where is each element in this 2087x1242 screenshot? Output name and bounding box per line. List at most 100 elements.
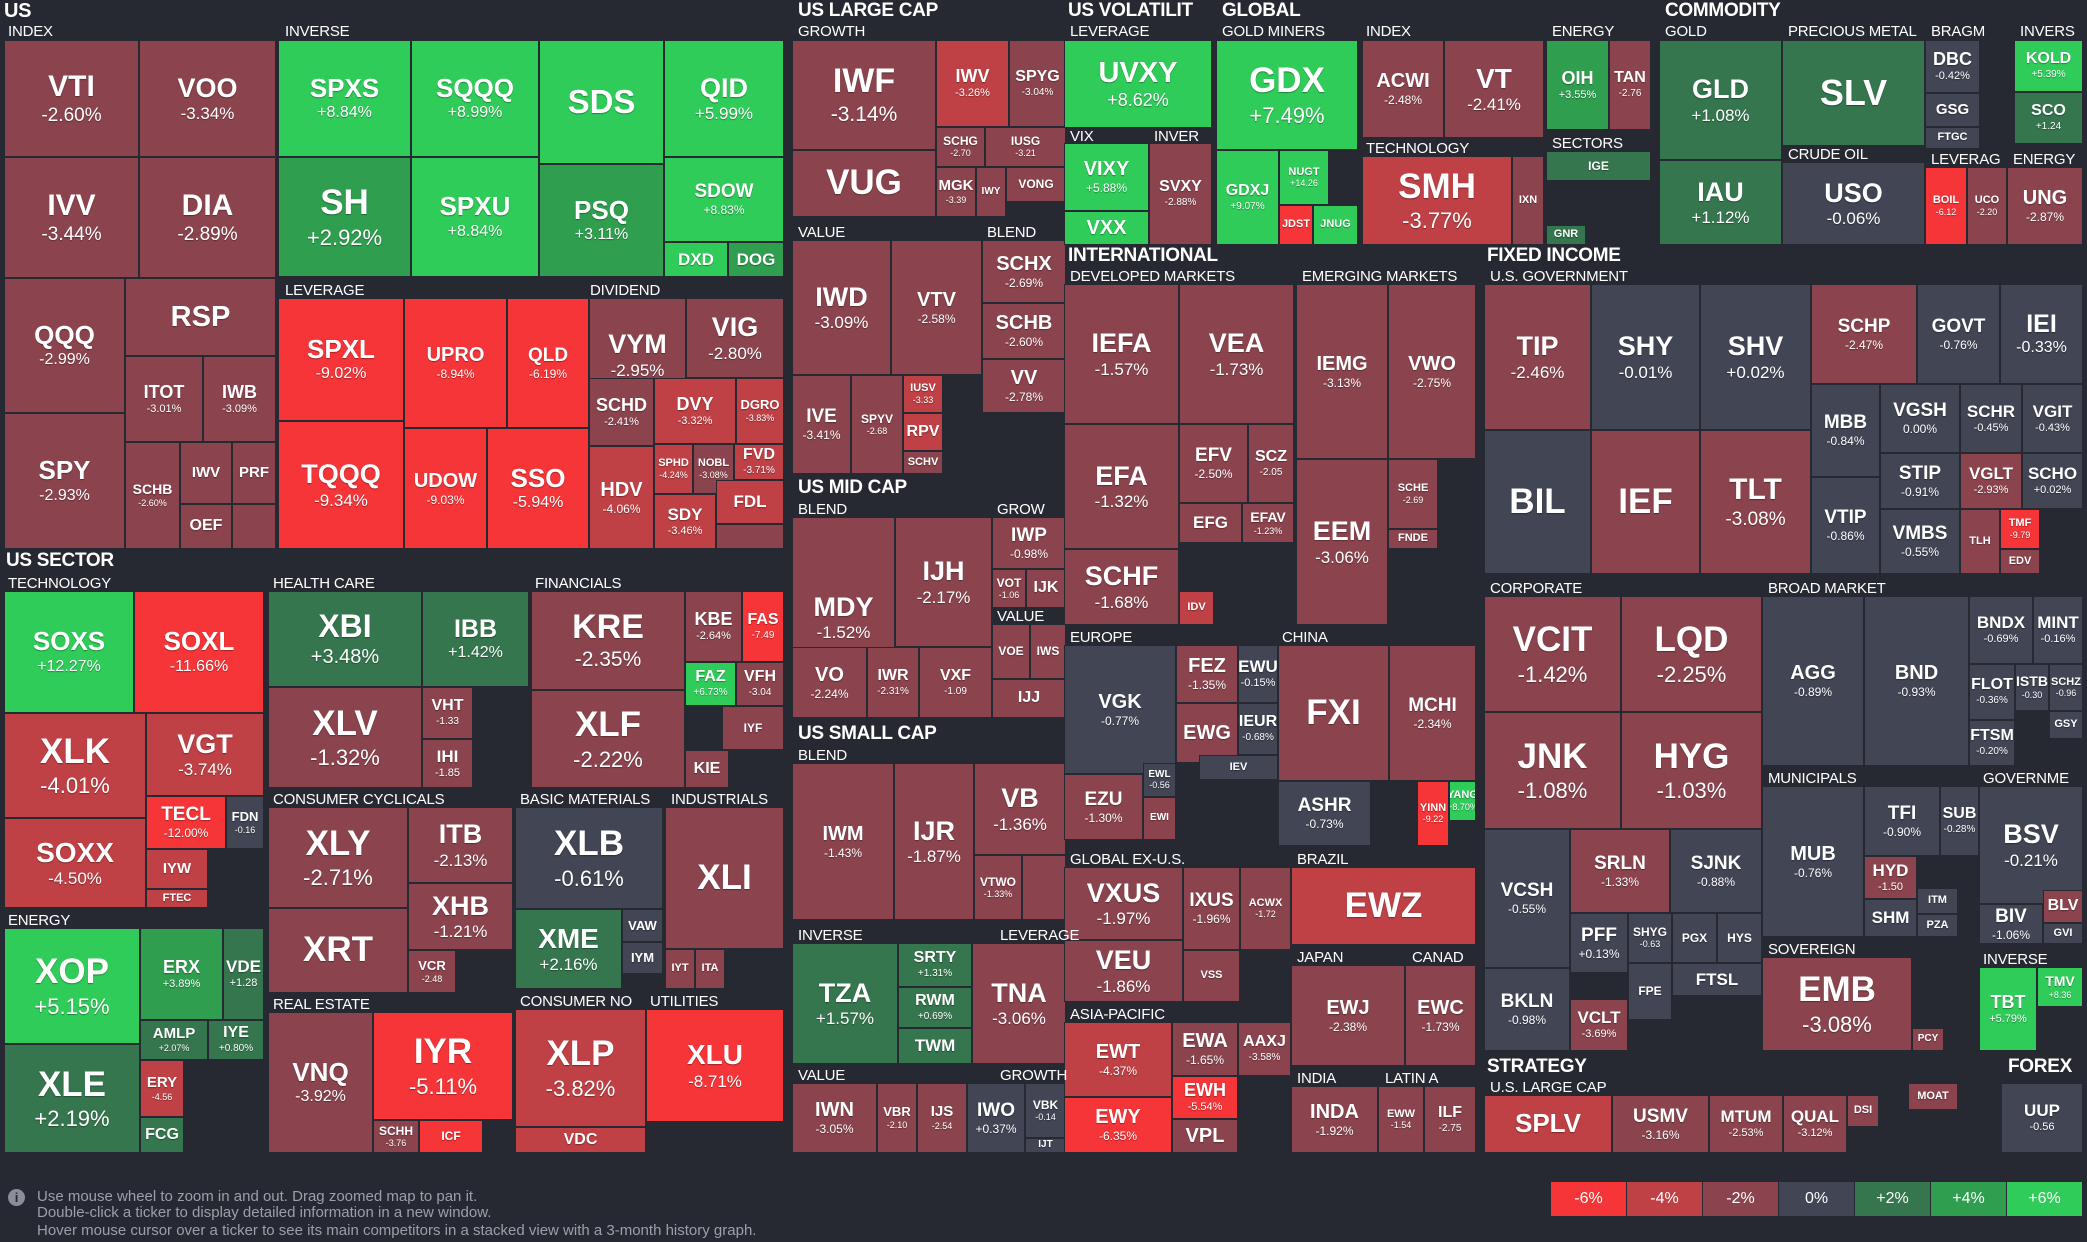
ticker-tile-qid[interactable]: QID +5.99% [664,40,784,157]
ticker-tile-xlu[interactable]: XLU -8.71% [646,1009,784,1122]
ticker-tile-ief[interactable]: IEF [1591,430,1700,574]
ticker-tile-vde[interactable]: VDE +1.28 [223,928,264,1020]
ticker-tile-gdxj[interactable]: GDXJ +9.07% [1216,150,1279,245]
ticker-tile-uso[interactable]: USO -0.06% [1782,162,1925,245]
ticker-tile-upro[interactable]: UPRO -8.94% [404,298,507,428]
ticker-tile-schz[interactable]: SCHZ -0.96 [2049,664,2083,711]
ticker-tile-ftsm[interactable]: FTSM -0.20% [1969,720,2015,766]
ticker-tile-vig[interactable]: VIG -2.80% [686,298,784,378]
ticker-tile-xlb[interactable]: XLB -0.61% [515,807,663,909]
ticker-tile-schr[interactable]: SCHR -0.45% [1960,384,2022,453]
ticker-tile-bnd[interactable]: BND -0.93% [1864,596,1969,766]
ticker-tile-istb[interactable]: ISTB -0.30 [2015,664,2049,711]
ticker-tile-iwr[interactable]: IWR -2.31% [867,647,919,718]
ticker-tile-fvd[interactable]: FVD -3.71% [734,444,784,480]
ticker-tile-ewg[interactable]: EWG [1176,703,1238,763]
ticker-tile-vgt[interactable]: VGT -3.74% [146,713,264,796]
ticker-tile-pcy[interactable]: PCY [1912,1028,1944,1051]
ticker-tile-vfh[interactable]: VFH -3.04 [736,662,784,706]
ticker-tile-itm[interactable]: ITM [1917,888,1958,914]
ticker-tile-rwm[interactable]: RWM +0.69% [898,987,972,1028]
ticker-tile-ewc[interactable]: EWC -1.73% [1405,965,1476,1066]
ticker-tile-spyv[interactable]: SPYV -2.68 [851,375,903,474]
ticker-tile-iwb[interactable]: IWB -3.09% [203,356,276,442]
ticker-tile-ihi[interactable]: IHI -1.85 [422,739,473,788]
ticker-tile-smh[interactable]: SMH -3.77% [1362,156,1512,245]
ticker-tile-eem[interactable]: EEM -3.06% [1296,459,1388,625]
ticker-tile-tza[interactable]: TZA +1.57% [792,943,898,1064]
ticker-tile-sh[interactable]: SH +2.92% [278,157,411,277]
ticker-tile-pgx[interactable]: PGX [1672,913,1717,963]
ticker-tile-ftec[interactable]: FTEC [146,889,208,908]
ticker-tile-svxy[interactable]: SVXY -2.88% [1149,143,1212,245]
ticker-tile-ijh[interactable]: IJH -2.17% [895,517,992,647]
ticker-tile-dxd[interactable]: DXD [664,242,728,277]
ticker-tile-rsp[interactable]: RSP [125,278,276,356]
ticker-tile-pza[interactable]: PZA [1917,914,1958,937]
ticker-tile-xop[interactable]: XOP +5.15% [4,928,140,1044]
ticker-tile-schx[interactable]: SCHX -2.69% [982,240,1066,303]
ticker-tile-oih[interactable]: OIH +3.55% [1546,40,1609,130]
ticker-tile-biv[interactable]: BIV -1.06% [1979,904,2043,944]
ticker-tile-dia[interactable]: DIA -2.89% [139,157,276,278]
ticker-tile-ung[interactable]: UNG -2.87% [2007,167,2083,245]
ticker-tile-ige[interactable]: IGE [1546,151,1651,181]
ticker-tile-flot[interactable]: FLOT -0.36% [1969,664,2015,720]
ticker-tile-xbi[interactable]: XBI +3.48% [268,591,422,687]
ticker-tile-tan[interactable]: TAN -2.76 [1609,40,1651,130]
ticker-tile-vtip[interactable]: VTIP -0.86% [1811,477,1880,574]
ticker-tile-iusg[interactable]: IUSG -3.21 [985,127,1066,167]
ticker-tile-hyd[interactable]: HYD -1.50 [1864,856,1917,899]
ticker-tile-voe[interactable]: VOE [992,624,1030,679]
ticker-tile-sso[interactable]: SSO -5.94% [487,428,589,549]
ticker-tile-vwo[interactable]: VWO -2.75% [1388,284,1476,459]
ticker-tile-spy[interactable]: SPY -2.93% [4,413,125,549]
ticker-tile-vug[interactable]: VUG [792,150,936,217]
ticker-tile-fdn[interactable]: FDN -0.16 [226,796,264,849]
ticker-tile-vv[interactable]: VV -2.78% [982,359,1066,413]
ticker-tile-soxl[interactable]: SOXL -11.66% [134,591,264,713]
ticker-tile-ashr[interactable]: ASHR -0.73% [1278,781,1371,846]
ticker-tile-vclt[interactable]: VCLT -3.69% [1570,999,1628,1051]
ticker-tile-tlh[interactable]: TLH [1960,509,2000,574]
ticker-tile-schf[interactable]: SCHF -1.68% [1064,549,1179,625]
ticker-tile-vong[interactable]: VONG [1006,167,1066,202]
ticker-tile-iye[interactable]: IYE +0.80% [208,1020,264,1060]
ticker-tile-ixus[interactable]: IXUS -1.96% [1183,867,1240,950]
ticker-tile-ita[interactable]: ITA [695,949,725,989]
ticker-tile-jnk[interactable]: JNK -1.08% [1484,712,1621,829]
ticker-tile-iwf[interactable]: IWF -3.14% [792,40,936,150]
ticker-tile-acwx[interactable]: ACWX -1.72 [1240,867,1291,950]
ticker-tile-vss[interactable]: VSS [1183,950,1240,1002]
ticker-tile-vo[interactable]: VO -2.24% [792,647,867,718]
ticker-tile-erx[interactable]: ERX +3.89% [140,928,223,1020]
ticker-tile-amlp[interactable]: AMLP +2.07% [140,1020,208,1060]
ticker-tile-uup[interactable]: UUP -0.56 [2001,1083,2083,1153]
ticker-tile-sjnk[interactable]: SJNK -0.88% [1670,829,1762,913]
ticker-tile-ewi[interactable]: EWI [1143,797,1176,840]
ticker-tile-eww[interactable]: EWW -1.54 [1378,1086,1424,1153]
ticker-tile-vixy[interactable]: VIXY +5.88% [1064,143,1149,211]
ticker-tile-tfi[interactable]: TFI -0.90% [1864,786,1940,856]
ticker-tile-ewh[interactable]: EWH -5.54% [1172,1076,1238,1119]
ticker-tile-ijk[interactable]: IJK [1026,569,1066,608]
ticker-tile-vgsh[interactable]: VGSH 0.00% [1880,384,1960,453]
ticker-tile-usmv[interactable]: USMV -3.16% [1612,1095,1709,1153]
ticker-tile-vxf[interactable]: VXF -1.09 [919,647,992,718]
ticker-tile-scz[interactable]: SCZ -2.05 [1248,424,1294,503]
ticker-tile-mtum[interactable]: MTUM -2.53% [1709,1095,1783,1153]
ticker-tile-ixn[interactable]: IXN [1512,156,1544,245]
ticker-tile-rpv[interactable]: RPV [903,413,943,451]
ticker-tile-uco[interactable]: UCO -2.20 [1967,167,2007,245]
ticker-tile-blv[interactable]: BLV [2043,890,2083,923]
ticker-tile-ijj[interactable]: IJJ [992,679,1066,718]
ticker-tile-aaxj[interactable]: AAXJ -3.58% [1238,1022,1291,1076]
ticker-tile-iwn[interactable]: IWN -3.05% [792,1083,877,1153]
ticker-tile-spxs[interactable]: SPXS +8.84% [278,40,411,157]
ticker-tile-xly[interactable]: XLY -2.71% [268,807,408,908]
ticker-tile-splv[interactable]: SPLV [1484,1095,1612,1153]
ticker-tile-iwo[interactable]: IWO +0.37% [967,1083,1025,1153]
ticker-tile-vcr[interactable]: VCR -2.48 [408,950,456,993]
ticker-tile-ijt[interactable]: IJT [1025,1138,1066,1153]
ticker-tile-iwd[interactable]: IWD -3.09% [792,240,891,375]
